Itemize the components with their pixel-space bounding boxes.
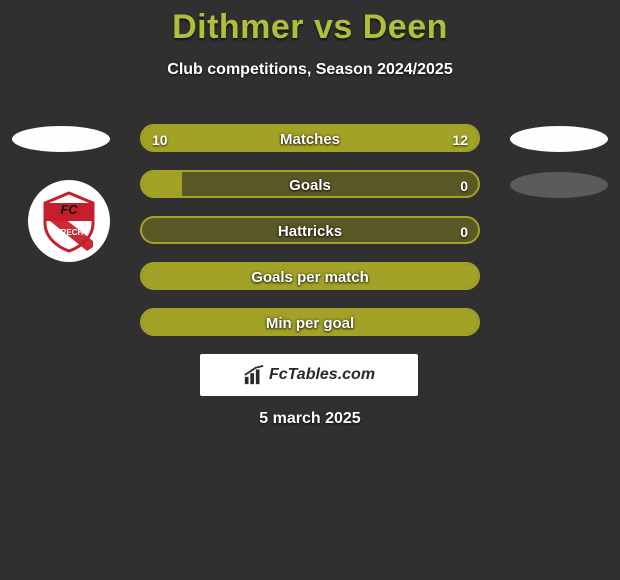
stat-value-left: 10 <box>152 126 168 152</box>
stat-bar: 0Hattricks <box>140 216 480 244</box>
stat-row: 1012Matches <box>0 124 620 154</box>
player-oval-right <box>510 172 608 198</box>
bar-fill-left <box>142 172 182 196</box>
brand-box: FcTables.com <box>200 354 418 396</box>
shield-icon: FC UTRECHT <box>37 189 101 253</box>
player-oval-right <box>510 126 608 152</box>
bars-icon <box>243 364 265 386</box>
stat-bar: Min per goal <box>140 308 480 336</box>
badge-initials: FC <box>60 202 78 217</box>
badge-clubname: UTRECHT <box>50 228 88 237</box>
brand-text: FcTables.com <box>269 366 375 384</box>
stat-label: Goals <box>142 172 478 198</box>
stat-bar: 0Goals <box>140 170 480 198</box>
stat-row: Min per goal <box>0 308 620 338</box>
stat-value-right: 0 <box>460 172 468 198</box>
player-oval-left <box>12 126 110 152</box>
bar-fill-full <box>142 264 478 288</box>
stat-label: Hattricks <box>142 218 478 244</box>
stat-bar: 1012Matches <box>140 124 480 152</box>
date-label: 5 march 2025 <box>0 410 620 428</box>
page-title: Dithmer vs Deen <box>0 0 620 47</box>
stat-row: Goals per match <box>0 262 620 292</box>
bar-fill-right <box>295 126 478 150</box>
stat-bar: Goals per match <box>140 262 480 290</box>
stat-value-right: 0 <box>460 218 468 244</box>
page-subtitle: Club competitions, Season 2024/2025 <box>0 61 620 79</box>
stat-value-right: 12 <box>452 126 468 152</box>
left-club-badge: FC UTRECHT <box>28 180 110 262</box>
bar-fill-full <box>142 310 478 334</box>
